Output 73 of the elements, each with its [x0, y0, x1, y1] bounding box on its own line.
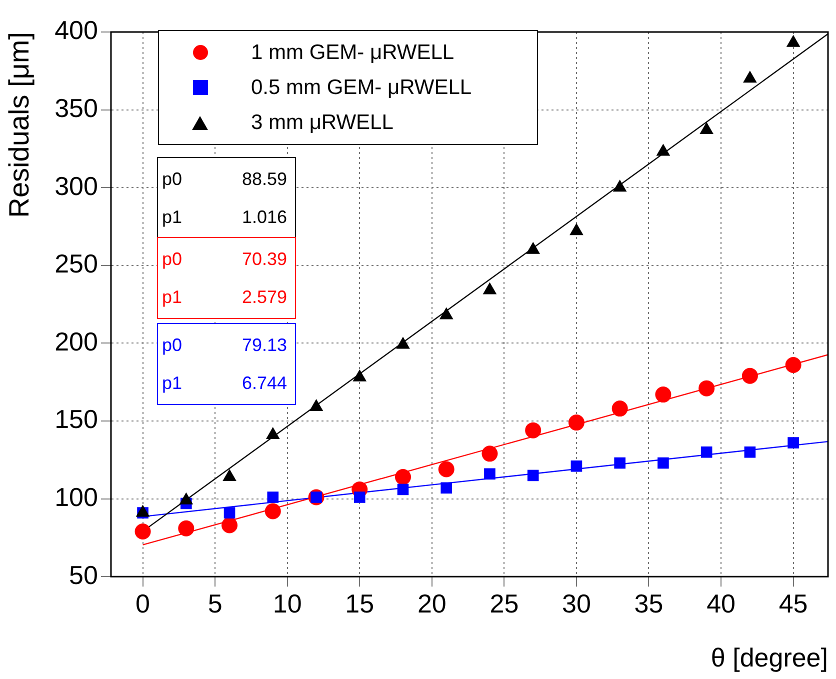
annotation: 70.39: [242, 248, 287, 270]
point: [526, 242, 540, 254]
point: [525, 422, 542, 438]
point: [438, 461, 454, 478]
point: [743, 70, 757, 83]
x-tick-label: 25: [490, 588, 519, 618]
x-tick-label: 10: [272, 588, 302, 618]
point: [570, 223, 584, 236]
point: [785, 356, 802, 373]
y-tick-label: 250: [54, 248, 98, 279]
legend-label: 3 mm μRWELL: [251, 110, 394, 134]
point: [700, 446, 712, 458]
x-tick-label: 5: [208, 588, 222, 618]
point: [700, 122, 714, 134]
point: [744, 446, 756, 458]
point: [742, 368, 758, 384]
annotation: 6.744: [242, 372, 287, 394]
annotation: 1.016: [242, 206, 287, 228]
x-tick-label: 35: [634, 588, 664, 618]
annotation: p1: [162, 372, 182, 394]
point: [656, 144, 670, 156]
point: [440, 482, 452, 494]
point: [134, 523, 151, 540]
y-tick-label: 300: [54, 170, 98, 201]
annotation: 88.59: [242, 168, 287, 190]
point: [396, 336, 410, 349]
x-tick-label: 20: [417, 588, 446, 618]
point: [612, 400, 628, 417]
x-axis-title: θ [degree]: [710, 642, 828, 673]
point: [484, 468, 496, 480]
y-tick-label: 50: [69, 560, 98, 590]
y-tick-label: 200: [54, 326, 98, 356]
x-tick-label: 15: [345, 588, 374, 618]
point: [568, 414, 584, 431]
y-axis-title: Residuals [μm]: [4, 32, 35, 218]
legend-label: 1 mm GEM- μRWELL: [251, 40, 454, 64]
x-tick-label: 30: [562, 588, 591, 618]
point: [570, 460, 582, 472]
annotation: p0: [162, 248, 182, 270]
point: [222, 517, 238, 534]
point: [267, 492, 279, 503]
x-tick-label: 45: [778, 588, 808, 618]
y-tick-label: 400: [54, 15, 98, 46]
point: [354, 492, 366, 503]
point: [482, 446, 498, 462]
annotation: p0: [162, 168, 182, 190]
point: [786, 34, 800, 47]
point: [439, 307, 454, 320]
point: [482, 282, 497, 294]
legend-label: 0.5 mm GEM- μRWELL: [251, 76, 472, 100]
annotation: 2.579: [242, 286, 287, 308]
point: [658, 457, 669, 469]
annotation: 79.13: [242, 334, 287, 356]
x-tick-label: 0: [136, 588, 150, 618]
annotation: p0: [162, 334, 182, 356]
point: [655, 386, 672, 403]
point: [224, 507, 236, 518]
point: [614, 457, 626, 469]
point: [266, 427, 280, 440]
annotation: p1: [162, 206, 182, 228]
point: [788, 437, 799, 448]
y-tick-label: 150: [54, 404, 98, 434]
point: [397, 484, 409, 496]
point: [612, 180, 627, 192]
y-tick-label: 350: [54, 92, 98, 123]
annotation: p1: [162, 286, 182, 308]
point: [178, 520, 194, 536]
x-tick-label: 40: [706, 588, 736, 618]
point: [698, 380, 715, 396]
point: [527, 470, 539, 482]
point: [394, 469, 411, 486]
y-tick-label: 100: [54, 482, 98, 512]
point: [264, 503, 281, 520]
